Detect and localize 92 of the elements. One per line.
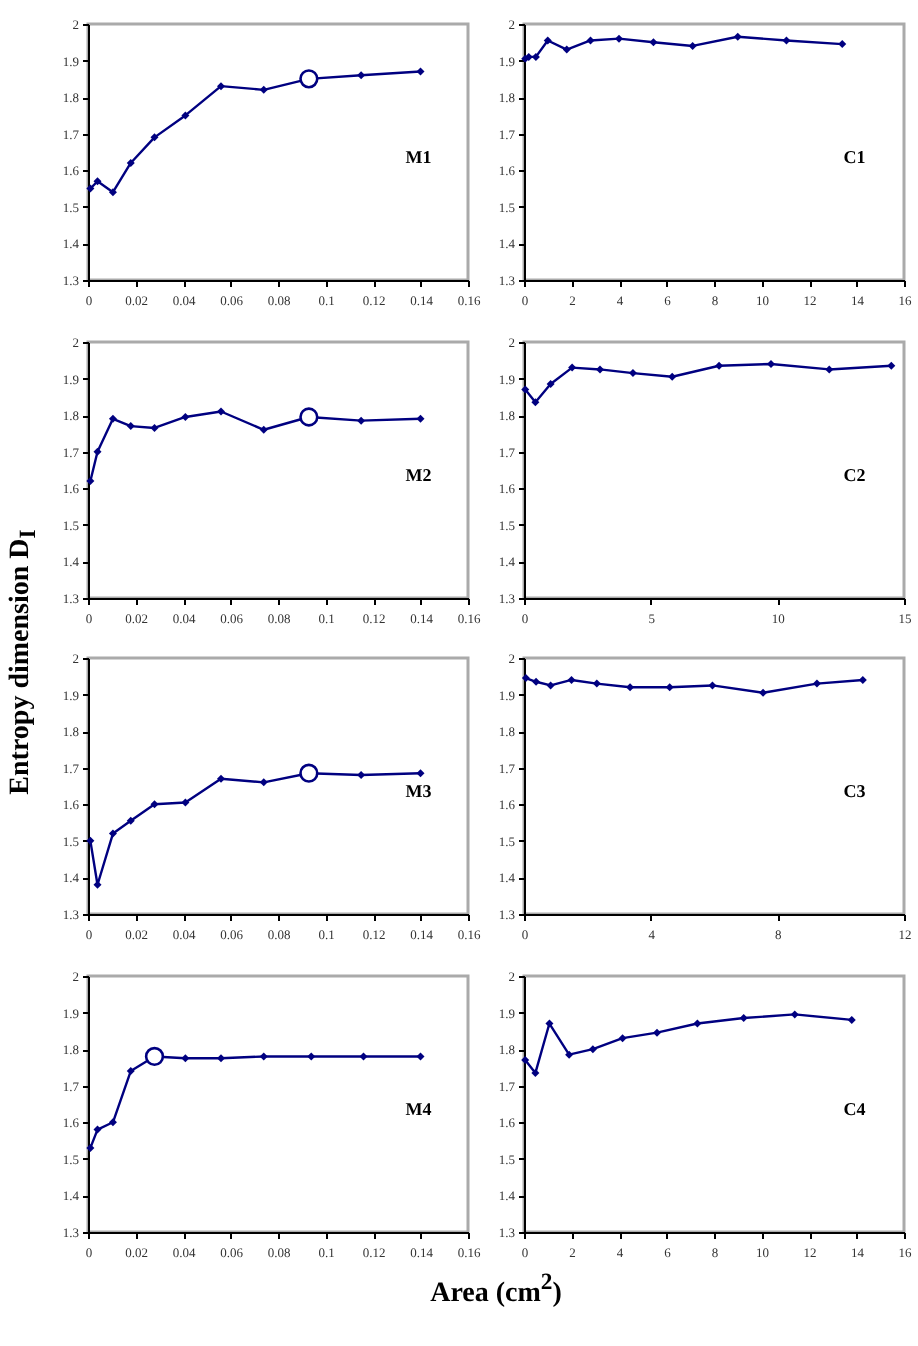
point [93, 447, 102, 456]
annotation: C4 [843, 1099, 867, 1120]
annotation: C2 [843, 465, 867, 486]
point [150, 800, 159, 809]
point [521, 385, 530, 394]
point [181, 412, 190, 421]
point [259, 1052, 268, 1061]
point [181, 1054, 190, 1063]
point [665, 683, 674, 692]
point [259, 425, 268, 434]
point [93, 1125, 102, 1134]
point [812, 679, 821, 688]
point [416, 414, 425, 423]
point [562, 45, 571, 54]
point [93, 177, 102, 186]
point [733, 32, 742, 41]
point [543, 36, 552, 45]
annotation: M3 [405, 781, 433, 802]
point [531, 398, 540, 407]
point [596, 365, 604, 374]
point [847, 1015, 856, 1024]
point [108, 1118, 117, 1127]
point [653, 1028, 661, 1037]
x-axis-title: Area (cm$^{2}$) [430, 1269, 562, 1309]
annotation: C3 [843, 781, 867, 802]
point [108, 829, 117, 838]
point [887, 361, 896, 370]
point [181, 798, 190, 807]
point [259, 778, 268, 787]
point [532, 677, 541, 686]
point [181, 111, 190, 120]
point [521, 674, 530, 683]
point [217, 407, 225, 416]
point [628, 369, 637, 378]
point [521, 1056, 530, 1065]
point [357, 71, 366, 80]
point [586, 36, 595, 45]
point [357, 416, 366, 425]
point [838, 40, 847, 49]
annotation: M1 [405, 147, 433, 168]
point [782, 36, 791, 45]
point [546, 380, 555, 389]
point [567, 675, 576, 684]
point [545, 1019, 554, 1028]
point [259, 85, 268, 94]
point [618, 1034, 627, 1043]
point [86, 476, 95, 485]
point [568, 363, 577, 372]
annotation: C1 [843, 147, 867, 168]
point [108, 188, 117, 197]
annotation: M4 [405, 1099, 433, 1120]
annotation: M2 [405, 465, 433, 486]
point [626, 683, 635, 692]
point [144, 1046, 165, 1067]
point [693, 1019, 702, 1028]
point [759, 688, 768, 697]
point [307, 1052, 316, 1061]
point [588, 1045, 597, 1054]
point [715, 361, 724, 370]
point [86, 1143, 95, 1152]
point [150, 133, 159, 142]
point [126, 1067, 135, 1076]
point [126, 422, 135, 431]
point [615, 34, 623, 43]
point [592, 679, 601, 688]
point [86, 184, 95, 193]
point [668, 372, 677, 381]
point [790, 1010, 799, 1019]
point [126, 158, 135, 167]
point [359, 1052, 368, 1061]
point [108, 414, 117, 423]
point [531, 1068, 540, 1077]
point [217, 82, 225, 91]
point [86, 836, 95, 845]
point [688, 41, 697, 50]
point [416, 769, 425, 778]
point [825, 365, 834, 374]
point [416, 1052, 425, 1061]
point [126, 816, 135, 825]
point [649, 38, 658, 47]
point [299, 407, 319, 427]
point [299, 69, 319, 89]
point [299, 763, 319, 783]
point [150, 423, 159, 432]
point [767, 359, 775, 368]
point [739, 1014, 748, 1023]
point [217, 1054, 225, 1063]
point [546, 681, 555, 690]
point [416, 67, 425, 76]
point [565, 1050, 574, 1059]
point [217, 774, 225, 783]
point [708, 681, 717, 690]
